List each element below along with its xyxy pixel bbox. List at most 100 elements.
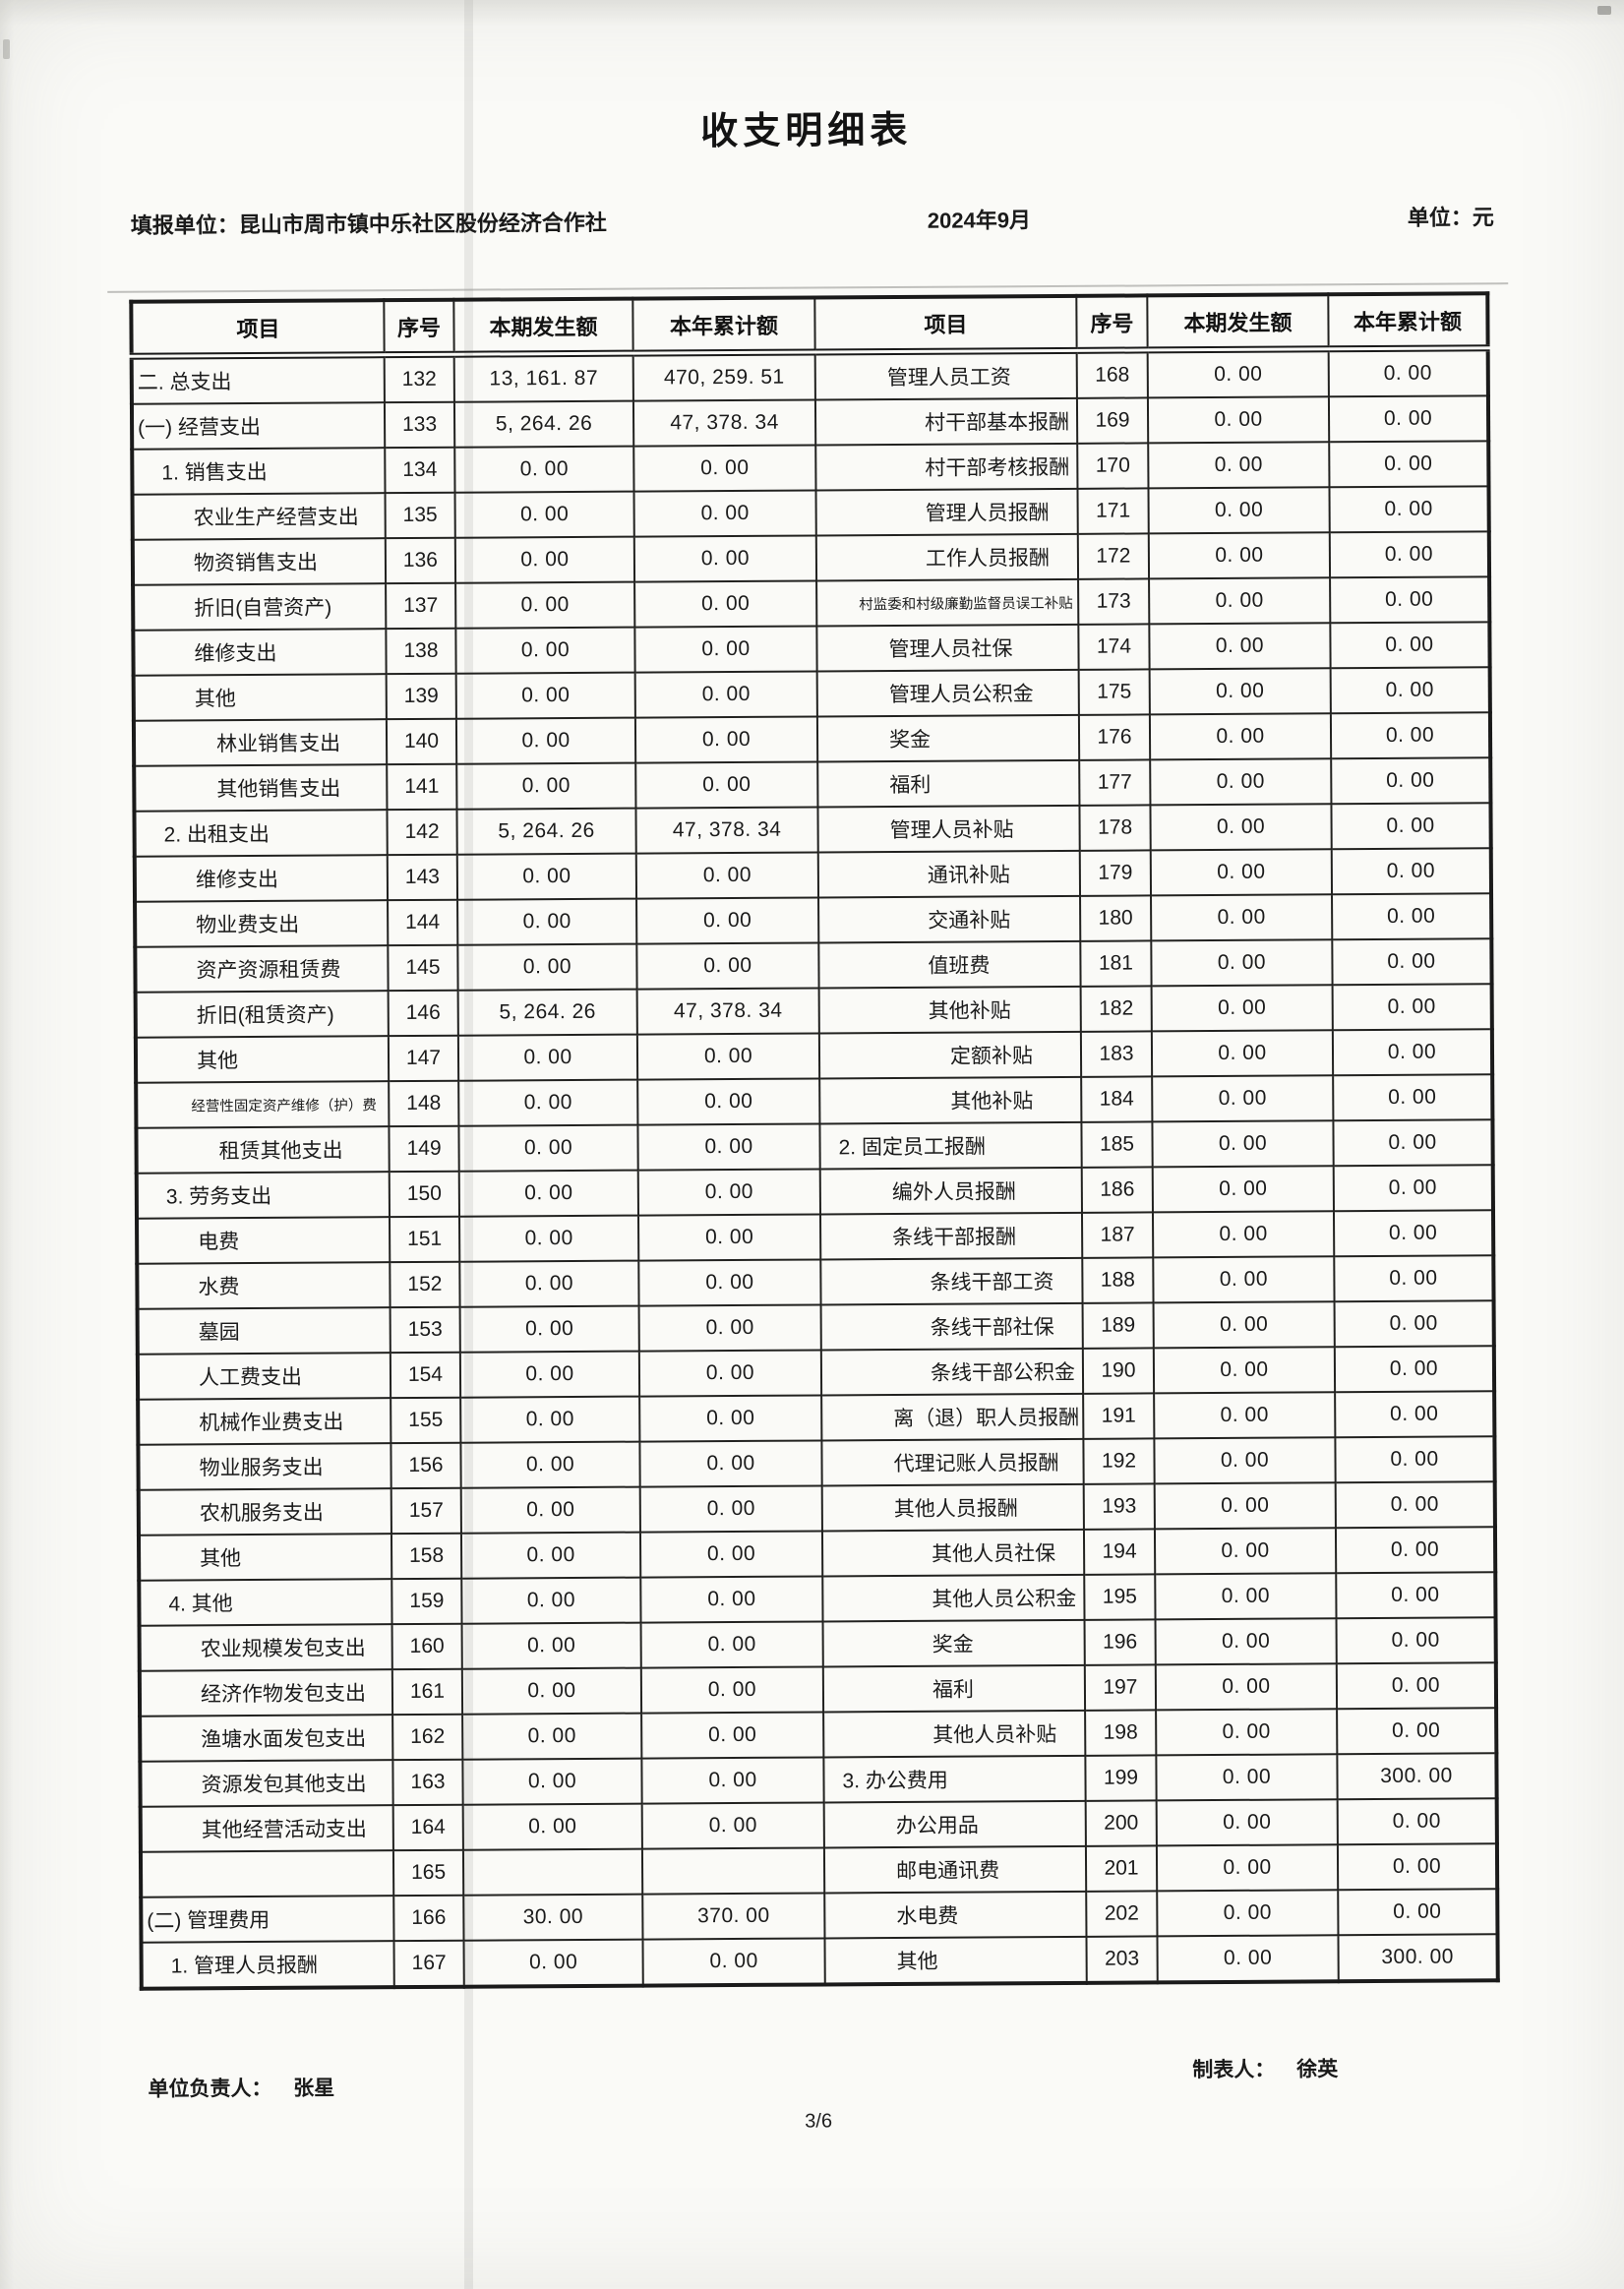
ytd-amount-cell: 0. 00 <box>639 1531 823 1578</box>
current-amount-cell: 0. 00 <box>458 1079 638 1126</box>
current-amount-cell: 0. 00 <box>1153 1301 1335 1349</box>
ytd-amount-cell: 0. 00 <box>640 1576 823 1623</box>
seq-cell: 137 <box>386 582 456 630</box>
seq-cell: 203 <box>1086 1936 1158 1983</box>
current-amount-cell: 0. 00 <box>454 446 634 493</box>
seq-cell: 144 <box>388 899 458 946</box>
seq-cell: 197 <box>1084 1664 1157 1711</box>
col-header-seq-left: 序号 <box>384 299 454 355</box>
seq-cell: 157 <box>391 1487 461 1535</box>
ytd-amount-cell: 0. 00 <box>638 1259 821 1306</box>
current-amount-cell: 0. 00 <box>1147 396 1330 444</box>
ytd-amount-cell: 0. 00 <box>633 535 817 582</box>
ytd-amount-cell: 47, 378. 34 <box>635 807 818 854</box>
seq-cell: 143 <box>387 854 458 901</box>
item-cell: 物业服务支出 <box>138 1443 391 1490</box>
item-cell: 水费 <box>137 1262 391 1309</box>
ytd-amount-cell: 0. 00 <box>636 1033 820 1080</box>
current-amount-cell: 0. 00 <box>1152 1120 1334 1168</box>
ytd-amount-cell: 0. 00 <box>638 1350 822 1397</box>
table-row: 1. 管理人员报酬 167 0. 00 0. 00 其他 203 0. 00 300. 00 <box>141 1934 1498 1989</box>
seq-cell: 179 <box>1079 850 1152 896</box>
responsible-person-label: 单位负责人： <box>148 2077 272 2101</box>
ytd-amount-cell: 0. 00 <box>634 626 817 673</box>
ytd-amount-cell: 0. 00 <box>1334 1346 1495 1393</box>
item-cell: 资产资源租赁费 <box>135 945 389 993</box>
ytd-amount-cell: 0. 00 <box>640 1666 824 1714</box>
item-cell: 其他补贴 <box>819 1076 1082 1124</box>
current-amount-cell: 0. 00 <box>459 1260 639 1307</box>
seq-cell: 134 <box>385 447 455 494</box>
current-amount-cell: 0. 00 <box>1153 1347 1336 1394</box>
seq-cell: 195 <box>1084 1574 1156 1620</box>
ytd-amount-cell: 0. 00 <box>1329 441 1489 488</box>
ytd-amount-cell: 0. 00 <box>1337 1708 1497 1755</box>
seq-cell: 185 <box>1081 1121 1153 1168</box>
current-amount-cell: 0. 00 <box>1154 1392 1336 1439</box>
item-cell: 管理人员公积金 <box>816 669 1079 717</box>
item-cell: 1. 销售支出 <box>132 448 386 495</box>
current-amount-cell: 0. 00 <box>455 581 635 629</box>
item-cell: 代理记账人员报酬 <box>821 1438 1084 1486</box>
ytd-amount-cell: 0. 00 <box>636 897 819 944</box>
item-cell: (二) 管理费用 <box>141 1896 394 1943</box>
table-row: 物资销售支出 136 0. 00 0. 00 工作人员报酬 172 0. 00 0. 00 <box>132 531 1490 585</box>
current-amount-cell: 0. 00 <box>454 536 635 583</box>
current-amount-cell: 0. 00 <box>459 1305 639 1353</box>
reporting-unit-label: 填报单位：昆山市周市镇中乐社区股份经济合作社 <box>130 210 607 238</box>
table-row: 其他销售支出 141 0. 00 0. 00 福利 177 0. 00 0. 00 <box>134 757 1491 812</box>
item-cell: 电费 <box>137 1217 391 1264</box>
current-amount-cell: 0. 00 <box>455 717 636 764</box>
current-amount-cell: 0. 00 <box>1150 804 1332 851</box>
table-row: 4. 其他 159 0. 00 0. 00 其他人员公积金 195 0. 00 0. 00 <box>139 1572 1496 1626</box>
seq-cell: 165 <box>392 1849 464 1897</box>
current-amount-cell: 0. 00 <box>1157 1935 1339 1983</box>
current-amount-cell: 0. 00 <box>460 1532 641 1579</box>
current-amount-cell: 0. 00 <box>1147 348 1329 398</box>
seq-cell: 135 <box>385 492 455 539</box>
item-cell: 福利 <box>822 1664 1086 1713</box>
seq-cell: 184 <box>1081 1076 1153 1122</box>
table-row: 机械作业费支出 155 0. 00 0. 00 离（退）职人员报酬 191 0. 00 0. … <box>138 1391 1495 1445</box>
current-amount-cell: 0. 00 <box>1157 1890 1339 1937</box>
current-amount-cell: 13, 161. 87 <box>453 353 633 402</box>
ytd-amount-cell: 470, 259. 51 <box>632 351 815 401</box>
seq-cell: 180 <box>1080 895 1152 941</box>
ytd-amount-cell: 0. 00 <box>1338 1889 1498 1936</box>
item-cell: 条线干部报酬 <box>819 1212 1083 1260</box>
ytd-amount-cell: 0. 00 <box>633 445 816 492</box>
item-cell: 邮电通讯费 <box>823 1845 1087 1894</box>
ytd-amount-cell: 0. 00 <box>639 1440 822 1487</box>
ytd-amount-cell: 47, 378. 34 <box>636 988 819 1035</box>
current-amount-cell: 0. 00 <box>1149 713 1332 760</box>
ytd-amount-cell: 0. 00 <box>1329 486 1489 533</box>
ytd-amount-cell: 0. 00 <box>1333 1119 1493 1167</box>
table-row: 人工费支出 154 0. 00 0. 00 条线干部公积金 190 0. 00 0. 00 <box>137 1346 1495 1400</box>
table-row: 经营性固定资产维修（护）费 148 0. 00 0. 00 其他补贴 184 0. 00 0.… <box>136 1074 1493 1128</box>
current-amount-cell: 0. 00 <box>1149 668 1331 715</box>
current-amount-cell: 0. 00 <box>455 672 635 719</box>
item-cell: 其他 <box>135 1036 390 1083</box>
col-header-current-left: 本期发生额 <box>453 298 633 355</box>
ytd-amount-cell: 0. 00 <box>633 490 816 537</box>
ytd-amount-cell: 0. 00 <box>1331 803 1491 850</box>
current-amount-cell: 0. 00 <box>457 898 637 945</box>
seq-cell: 140 <box>386 718 457 765</box>
ytd-amount-cell: 0. 00 <box>637 1123 820 1171</box>
seq-cell: 160 <box>391 1623 462 1670</box>
current-amount-cell: 0. 00 <box>456 853 637 900</box>
seq-cell: 150 <box>389 1171 460 1218</box>
ytd-amount-cell: 0. 00 <box>642 1938 825 1986</box>
col-header-item-left: 项目 <box>131 300 385 357</box>
ytd-amount-cell: 0. 00 <box>1330 576 1490 624</box>
current-amount-cell: 0. 00 <box>1156 1754 1338 1801</box>
seq-cell: 189 <box>1082 1302 1154 1349</box>
table-row: 林业销售支出 140 0. 00 0. 00 奖金 176 0. 00 0. 00 <box>133 712 1491 766</box>
seq-cell: 178 <box>1079 805 1151 851</box>
current-amount-cell: 0. 00 <box>460 1441 640 1488</box>
item-cell: 其他经营活动支出 <box>140 1805 393 1852</box>
seq-cell: 132 <box>384 354 454 403</box>
ytd-amount-cell: 0. 00 <box>638 1214 821 1261</box>
table-row: 其他经营活动支出 164 0. 00 0. 00 办公用品 200 0. 00 0. 00 <box>140 1798 1497 1852</box>
